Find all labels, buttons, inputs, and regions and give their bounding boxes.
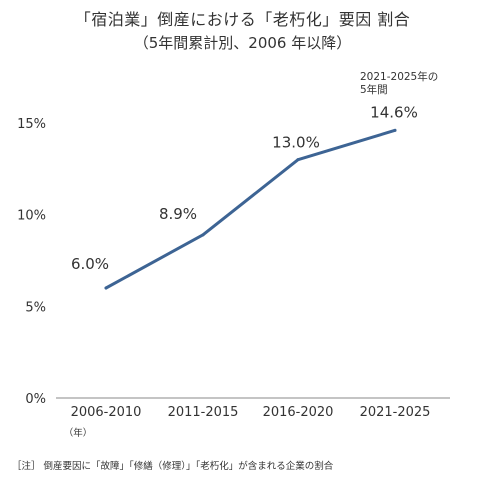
- x-axis-unit: （年）: [64, 427, 93, 439]
- data-label: 14.6%: [370, 103, 418, 121]
- y-tick-label: 0%: [25, 392, 46, 407]
- x-tick-label: 2021-2025: [360, 405, 431, 420]
- data-point: [104, 286, 108, 290]
- data-label: 13.0%: [272, 134, 320, 152]
- annotation-text: 5年間: [360, 83, 388, 96]
- y-tick-label: 10%: [17, 209, 46, 224]
- x-tick-label: 2011-2015: [168, 405, 239, 420]
- chart-footnote: ［注］ 倒産要因に「故障」「修繕（修理）」「老朽化」が含まれる企業の割合: [12, 461, 334, 472]
- x-tick-label: 2006-2010: [71, 405, 142, 420]
- x-tick-label: 2016-2020: [263, 405, 334, 420]
- data-label: 8.9%: [159, 205, 197, 223]
- data-point: [201, 233, 205, 237]
- y-tick-label: 5%: [25, 300, 46, 315]
- chart-title: 「宿泊業」倒産における「老朽化」要因 割合: [74, 10, 411, 29]
- chart-subtitle: （5年間累計別、2006 年以降）: [133, 34, 352, 52]
- data-point: [296, 158, 300, 162]
- series-line: [104, 128, 397, 290]
- data-label: 6.0%: [71, 255, 109, 273]
- annotation-text: 2021-2025年の: [360, 70, 438, 83]
- y-tick-label: 15%: [17, 117, 46, 132]
- data-point: [393, 128, 397, 132]
